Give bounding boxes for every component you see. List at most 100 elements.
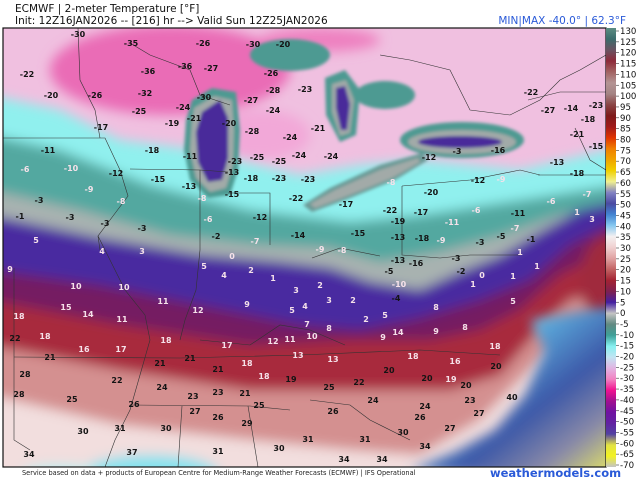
temperature-label: -24 [266, 106, 281, 115]
brand-link[interactable]: weathermodels.com [490, 466, 622, 480]
colorbar-label: 0 [620, 309, 625, 319]
colorbar-label: -55 [620, 428, 634, 438]
colorbar-label: -45 [620, 407, 634, 417]
temperature-label: 9 [244, 300, 250, 309]
temperature-label: 11 [284, 335, 296, 344]
temperature-label: 10 [306, 332, 318, 341]
temperature-label: 4 [302, 302, 308, 311]
colorbar-label: 50 [620, 201, 631, 211]
temperature-label: -24 [292, 151, 307, 160]
colorbar-label: 130 [620, 27, 636, 37]
temperature-label: -22 [383, 206, 397, 215]
temperature-label: 23 [464, 396, 475, 405]
temperature-label: 16 [78, 345, 90, 354]
temperature-label: -13 [182, 182, 196, 191]
temperature-label: 22 [353, 378, 364, 387]
temperature-label: 20 [383, 366, 395, 375]
temperature-label: -3 [101, 219, 110, 228]
temperature-label: 26 [128, 400, 140, 409]
temperature-label: 31 [212, 447, 224, 456]
temperature-label: 3 [326, 296, 332, 305]
temperature-label: -36 [141, 67, 156, 76]
temperature-label: 18 [258, 372, 270, 381]
temperature-label: 18 [13, 312, 25, 321]
temperature-label: 26 [212, 413, 224, 422]
temperature-label: -15 [351, 229, 366, 238]
temperature-label: -30 [71, 30, 86, 39]
temperature-label: -26 [88, 91, 103, 100]
temperature-label: -23 [589, 101, 603, 110]
temperature-label: 21 [44, 353, 56, 362]
colorbar-label: 110 [620, 70, 636, 80]
temperature-label: -16 [409, 259, 424, 268]
temperature-label: 9 [380, 333, 386, 342]
temperature-label: -25 [132, 107, 147, 116]
colorbar-label: 100 [620, 92, 636, 102]
temperature-label: -4 [392, 294, 401, 303]
temperature-label: -27 [541, 106, 555, 115]
temperature-label: -23 [301, 175, 315, 184]
temperature-label: 17 [221, 341, 232, 350]
temperature-label: -11 [511, 209, 526, 218]
temperature-label: 8 [433, 303, 439, 312]
colorbar-label: -50 [620, 418, 634, 428]
temperature-label: -18 [415, 234, 430, 243]
temperature-label: -3 [35, 196, 44, 205]
temperature-label: -23 [228, 157, 242, 166]
colorbar-label: 55 [620, 190, 631, 200]
temperature-label: -9 [497, 175, 506, 184]
temperature-label: 4 [221, 271, 227, 280]
temperature-label: 7 [304, 320, 310, 329]
temperature-label: -21 [570, 130, 585, 139]
temperature-label: 18 [489, 342, 501, 351]
colorbar-scale [606, 28, 616, 467]
temperature-label: -18 [570, 169, 585, 178]
temperature-label: 12 [267, 337, 278, 346]
temperature-label: -18 [244, 174, 259, 183]
temperature-label: -30 [246, 40, 261, 49]
colorbar-label: 95 [620, 103, 631, 113]
colorbar-label: 25 [620, 255, 631, 265]
temperature-label: -10 [392, 280, 407, 289]
colorbar-label: -25 [620, 363, 634, 373]
temperature-label: -6 [547, 197, 556, 206]
temperature-label: 31 [359, 435, 371, 444]
temperature-label: 20 [460, 381, 472, 390]
temperature-label: 23 [212, 388, 223, 397]
temperature-label: -7 [511, 224, 520, 233]
temperature-label: 24 [419, 402, 431, 411]
temperature-label: 29 [241, 419, 253, 428]
temperature-label: -26 [264, 69, 279, 78]
temperature-label: -12 [253, 213, 267, 222]
temperature-label: -17 [414, 208, 428, 217]
temperature-label: -11 [445, 218, 460, 227]
temperature-label: -19 [165, 119, 180, 128]
temperature-label: 3 [293, 286, 299, 295]
temperature-label: 9 [7, 265, 13, 274]
temperature-label: -23 [272, 174, 286, 183]
colorbar-label: -65 [620, 450, 634, 460]
temperature-label: 18 [241, 359, 253, 368]
temperature-label: 28 [13, 390, 25, 399]
colorbar-label: -10 [620, 331, 634, 341]
colorbar-label: -5 [620, 320, 629, 330]
temperature-label: 14 [82, 310, 94, 319]
temperature-label: -27 [204, 64, 218, 73]
colorbar-label: 40 [620, 222, 631, 232]
temperature-label: -22 [20, 70, 34, 79]
temperature-label: 30 [397, 428, 409, 437]
temperature-label: 30 [77, 427, 89, 436]
temperature-label: -12 [422, 153, 436, 162]
colorbar-label: 70 [620, 157, 631, 167]
temperature-label: 10 [118, 283, 130, 292]
temperature-label: 21 [184, 354, 196, 363]
boundary-lines [3, 28, 606, 467]
colorbar-label: -35 [620, 385, 634, 395]
temperature-label: 24 [156, 383, 168, 392]
temperature-label: 0 [479, 271, 485, 280]
temperature-label: -22 [524, 88, 538, 97]
temperature-label: 34 [376, 455, 388, 464]
temperature-label: 25 [323, 383, 335, 392]
temperature-label: 25 [66, 395, 78, 404]
